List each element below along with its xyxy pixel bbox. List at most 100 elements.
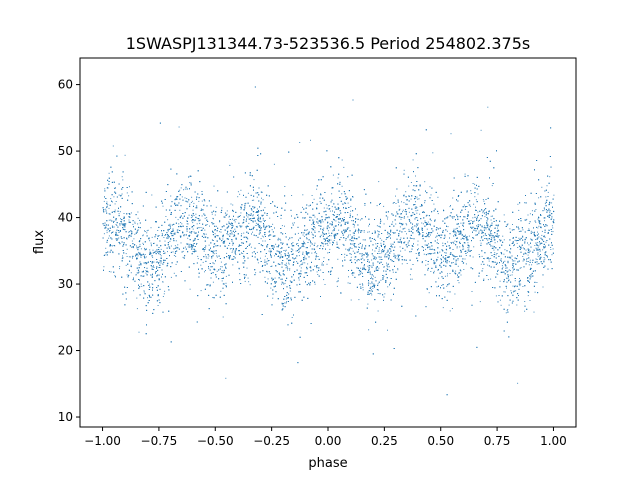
data-point [151, 275, 153, 277]
data-point [122, 179, 124, 181]
data-point [103, 200, 105, 202]
data-point [363, 231, 365, 233]
data-point [386, 265, 388, 267]
data-point [454, 263, 456, 265]
data-point [212, 266, 213, 268]
data-point [279, 272, 281, 274]
data-point [512, 269, 514, 271]
data-point [473, 220, 475, 222]
data-point [281, 225, 283, 227]
data-point [422, 223, 424, 225]
data-point [200, 208, 202, 210]
data-point [212, 297, 214, 298]
data-point [240, 212, 242, 214]
data-point [437, 239, 438, 241]
data-point [398, 255, 399, 257]
data-point [408, 211, 410, 213]
data-point [378, 247, 380, 249]
data-point [236, 227, 238, 228]
data-point [144, 254, 146, 255]
data-point [221, 280, 223, 282]
data-point [508, 277, 509, 279]
data-point [359, 230, 361, 232]
data-point [368, 225, 370, 227]
data-point [540, 256, 542, 258]
data-point [140, 256, 142, 258]
data-point [378, 267, 380, 269]
data-point [246, 225, 248, 227]
data-point [183, 234, 185, 235]
data-point [247, 216, 249, 218]
data-point [378, 234, 380, 236]
data-point [251, 214, 253, 216]
data-point [425, 215, 427, 217]
data-point [244, 280, 246, 282]
data-point [491, 230, 492, 231]
data-point [527, 230, 529, 231]
data-point [447, 260, 449, 262]
data-point [406, 233, 407, 235]
data-point [164, 235, 166, 236]
data-point [322, 245, 324, 247]
data-point [298, 279, 300, 281]
data-point [428, 292, 430, 294]
data-point [305, 247, 307, 249]
data-point [452, 217, 454, 219]
data-point [405, 223, 407, 225]
data-point [153, 242, 155, 244]
data-point [437, 269, 439, 271]
data-point [379, 237, 381, 239]
data-point [341, 159, 343, 161]
data-point [520, 248, 522, 249]
data-point [209, 225, 210, 227]
data-point [112, 252, 114, 254]
data-point [126, 274, 128, 276]
data-point [472, 221, 474, 223]
data-point [108, 271, 110, 272]
data-point [268, 225, 270, 226]
data-point [419, 185, 421, 187]
data-point [220, 266, 222, 268]
data-point [371, 259, 373, 261]
data-point [162, 296, 164, 297]
data-point [216, 270, 218, 272]
data-point [504, 260, 506, 262]
data-point [174, 245, 176, 247]
data-point [416, 223, 417, 225]
data-point [252, 221, 254, 223]
data-point [524, 219, 526, 221]
data-point [418, 227, 419, 229]
data-point [246, 227, 247, 229]
data-point [143, 255, 145, 257]
data-point [280, 275, 282, 277]
data-point [266, 271, 268, 273]
data-point [297, 243, 299, 244]
data-point [322, 221, 324, 223]
data-point [287, 268, 289, 269]
data-point [367, 265, 369, 267]
data-point [528, 249, 530, 251]
data-point [110, 271, 112, 273]
data-point [384, 254, 386, 256]
data-point [499, 299, 501, 301]
data-point [433, 270, 435, 272]
data-point [155, 250, 157, 252]
data-point [270, 287, 272, 289]
data-point [125, 264, 127, 266]
data-point [305, 257, 307, 259]
data-point [518, 209, 520, 211]
data-point [410, 198, 412, 200]
data-point [274, 277, 276, 279]
data-point [479, 240, 481, 242]
data-point [484, 212, 486, 213]
data-point [314, 227, 316, 229]
data-point [285, 250, 286, 252]
data-point [508, 269, 510, 271]
data-point [232, 264, 234, 266]
data-point [455, 232, 457, 234]
data-point [538, 236, 540, 238]
data-point [291, 317, 293, 318]
data-point [130, 212, 132, 214]
data-point [353, 238, 355, 239]
